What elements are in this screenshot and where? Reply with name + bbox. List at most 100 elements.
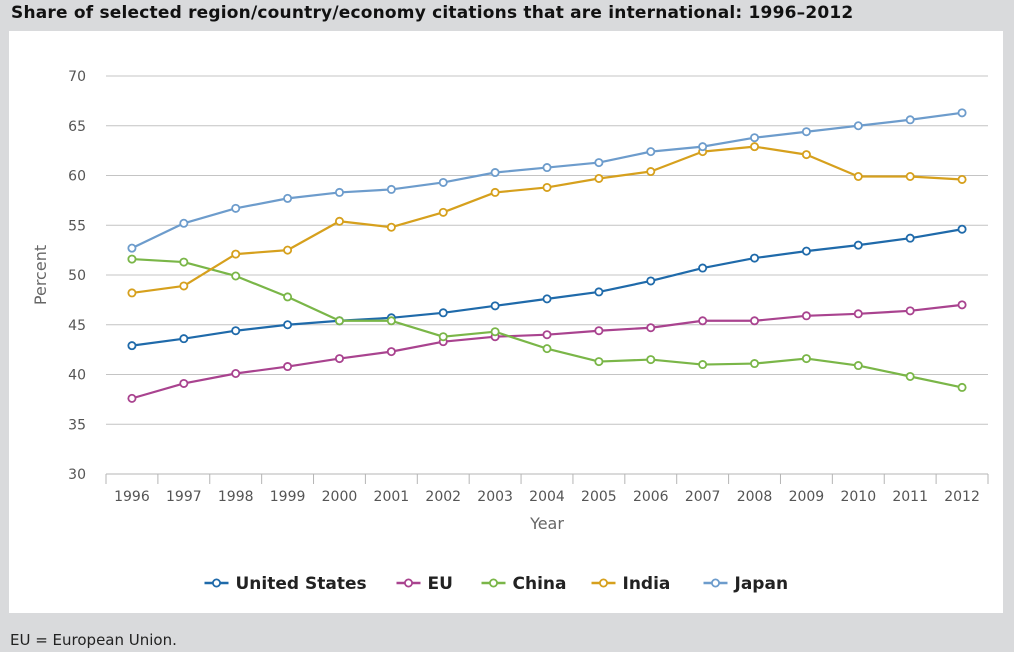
data-point-eu[interactable] <box>957 300 967 310</box>
data-point-india[interactable] <box>386 222 396 232</box>
y-axis-ticks: 30 35 40 45 50 55 60 65 70 <box>68 69 86 483</box>
data-point-eu[interactable] <box>853 309 863 319</box>
data-point-japan[interactable] <box>283 193 293 203</box>
data-point-india[interactable] <box>438 207 448 217</box>
data-point-china[interactable] <box>801 354 811 364</box>
data-point-japan[interactable] <box>594 158 604 168</box>
data-point-china[interactable] <box>957 382 967 392</box>
x-axis-title: Year <box>529 514 564 533</box>
data-point-eu[interactable] <box>801 311 811 321</box>
y-tick-label: 30 <box>68 467 86 483</box>
data-point-china[interactable] <box>542 344 552 354</box>
legend-item-japan[interactable]: Japan <box>703 574 789 594</box>
data-point-japan[interactable] <box>905 115 915 125</box>
data-point-eu[interactable] <box>179 378 189 388</box>
data-point-united-states[interactable] <box>490 301 500 311</box>
data-point-eu[interactable] <box>386 347 396 357</box>
x-tick-label: 2004 <box>529 489 565 505</box>
data-point-china[interactable] <box>490 327 500 337</box>
footnote: EU = European Union. <box>10 631 177 649</box>
data-point-india[interactable] <box>646 167 656 177</box>
data-point-china[interactable] <box>386 316 396 326</box>
data-point-india[interactable] <box>179 281 189 291</box>
data-point-japan[interactable] <box>127 243 137 253</box>
data-point-china[interactable] <box>750 359 760 369</box>
data-point-japan[interactable] <box>438 177 448 187</box>
data-point-japan[interactable] <box>386 184 396 194</box>
data-point-united-states[interactable] <box>905 233 915 243</box>
data-point-china[interactable] <box>853 361 863 371</box>
data-point-china[interactable] <box>905 371 915 381</box>
data-point-china[interactable] <box>283 292 293 302</box>
data-point-united-states[interactable] <box>179 334 189 344</box>
data-point-united-states[interactable] <box>698 263 708 273</box>
data-point-united-states[interactable] <box>127 341 137 351</box>
data-point-china[interactable] <box>334 316 344 326</box>
data-point-japan[interactable] <box>698 142 708 152</box>
chart-panel: 30 35 40 45 50 55 60 65 70 1996 1997 1998 1999 2000 2… <box>9 31 1003 613</box>
data-point-united-states[interactable] <box>594 287 604 297</box>
data-point-japan[interactable] <box>801 127 811 137</box>
data-point-india[interactable] <box>957 174 967 184</box>
data-point-united-states[interactable] <box>853 240 863 250</box>
data-point-united-states[interactable] <box>750 253 760 263</box>
data-point-eu[interactable] <box>594 326 604 336</box>
legend-marker <box>211 578 221 588</box>
series-japan <box>127 108 967 253</box>
data-point-eu[interactable] <box>283 362 293 372</box>
data-point-united-states[interactable] <box>542 294 552 304</box>
data-point-india[interactable] <box>594 173 604 183</box>
data-point-india[interactable] <box>127 288 137 298</box>
data-point-india[interactable] <box>490 187 500 197</box>
data-point-eu[interactable] <box>646 323 656 333</box>
series-united-states <box>127 224 967 351</box>
data-point-japan[interactable] <box>231 203 241 213</box>
data-point-china[interactable] <box>698 360 708 370</box>
data-point-india[interactable] <box>905 171 915 181</box>
data-point-india[interactable] <box>334 216 344 226</box>
legend-item-eu[interactable]: EU <box>396 574 453 594</box>
x-tick-label: 1999 <box>270 489 306 505</box>
data-point-united-states[interactable] <box>231 326 241 336</box>
data-point-china[interactable] <box>594 357 604 367</box>
data-point-japan[interactable] <box>750 133 760 143</box>
data-point-eu[interactable] <box>127 393 137 403</box>
data-point-china[interactable] <box>127 254 137 264</box>
data-point-eu[interactable] <box>750 316 760 326</box>
data-point-china[interactable] <box>179 257 189 267</box>
data-point-india[interactable] <box>542 182 552 192</box>
data-point-india[interactable] <box>853 171 863 181</box>
legend-label: Japan <box>734 574 789 594</box>
data-point-japan[interactable] <box>853 121 863 131</box>
data-point-china[interactable] <box>438 332 448 342</box>
data-point-china[interactable] <box>646 355 656 365</box>
data-point-japan[interactable] <box>334 187 344 197</box>
legend-item-united-states[interactable]: United States <box>204 574 367 594</box>
data-point-united-states[interactable] <box>646 276 656 286</box>
data-point-eu[interactable] <box>905 306 915 316</box>
data-point-japan[interactable] <box>957 108 967 118</box>
data-point-india[interactable] <box>231 249 241 259</box>
data-point-india[interactable] <box>283 245 293 255</box>
data-point-india[interactable] <box>750 142 760 152</box>
data-point-eu[interactable] <box>231 369 241 379</box>
data-point-eu[interactable] <box>334 354 344 364</box>
y-tick-label: 50 <box>68 268 86 284</box>
x-tick-label: 2010 <box>840 489 876 505</box>
data-point-japan[interactable] <box>179 218 189 228</box>
data-point-eu[interactable] <box>698 316 708 326</box>
legend-item-india[interactable]: India <box>591 574 671 594</box>
data-point-united-states[interactable] <box>438 308 448 318</box>
data-point-united-states[interactable] <box>957 224 967 234</box>
data-point-india[interactable] <box>801 150 811 160</box>
data-point-japan[interactable] <box>646 147 656 157</box>
data-point-china[interactable] <box>231 271 241 281</box>
legend-marker <box>403 578 413 588</box>
data-point-united-states[interactable] <box>283 320 293 330</box>
legend-item-china[interactable]: China <box>481 574 567 594</box>
data-point-japan[interactable] <box>542 163 552 173</box>
data-point-eu[interactable] <box>542 330 552 340</box>
x-tick-label: 2007 <box>685 489 721 505</box>
data-point-united-states[interactable] <box>801 246 811 256</box>
data-point-japan[interactable] <box>490 168 500 178</box>
